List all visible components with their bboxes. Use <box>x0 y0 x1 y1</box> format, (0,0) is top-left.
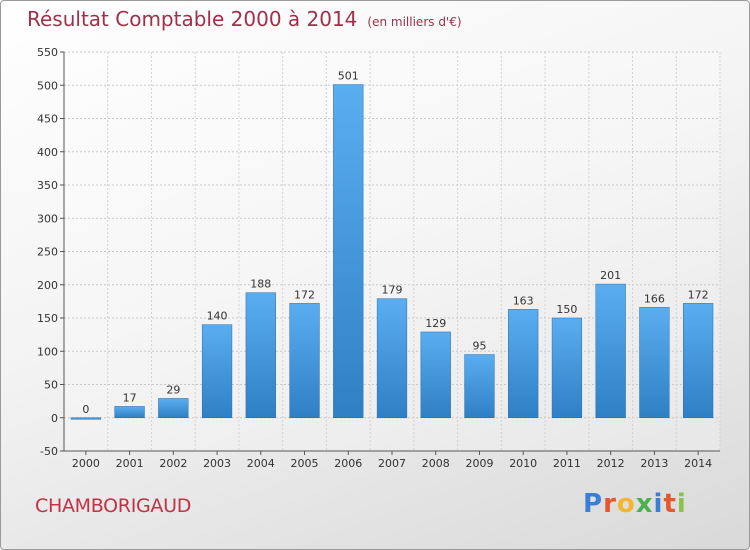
bar-2008 <box>420 331 451 418</box>
x-tick-label-2004: 2004 <box>247 457 275 470</box>
chart-subtitle: (en milliers d'€) <box>367 15 462 29</box>
data-label-2007: 179 <box>382 284 403 297</box>
data-label-2008: 129 <box>425 317 446 330</box>
y-tick-label: 550 <box>37 46 58 59</box>
y-tick-label: 150 <box>37 312 58 325</box>
y-tick-label: 250 <box>37 246 58 259</box>
x-tick-label-2011: 2011 <box>553 457 581 470</box>
proxiti-logo: Proxiti <box>583 489 687 519</box>
data-label-2001: 17 <box>123 391 137 404</box>
y-tick-label: -50 <box>40 445 58 458</box>
bar-2009 <box>464 354 495 419</box>
x-tick-label-2012: 2012 <box>597 457 625 470</box>
x-tick-label-2006: 2006 <box>334 457 362 470</box>
y-tick-label: 400 <box>37 146 58 159</box>
data-label-2005: 172 <box>294 288 315 301</box>
data-label-2003: 140 <box>207 310 228 323</box>
data-label-2000: 0 <box>82 403 89 416</box>
logo-letter: r <box>603 489 617 519</box>
x-tick-label-2001: 2001 <box>116 457 144 470</box>
x-tick-label-2008: 2008 <box>422 457 450 470</box>
bar-2007 <box>376 298 408 418</box>
x-tick-label-2014: 2014 <box>684 457 712 470</box>
bar-2010 <box>508 309 539 419</box>
y-tick-label: 500 <box>37 79 58 92</box>
bar-2000 <box>70 417 101 420</box>
logo-letter: t <box>663 489 677 519</box>
logo-letter: x <box>635 489 654 519</box>
y-tick-label: 300 <box>37 212 58 225</box>
bar-2002 <box>158 398 189 418</box>
data-label-2009: 95 <box>472 340 486 353</box>
bar-2005 <box>289 303 320 418</box>
chart-title: Résultat Comptable 2000 à 2014 (en millie… <box>27 7 462 31</box>
data-label-2006: 501 <box>338 70 359 83</box>
logo-letter: P <box>583 489 604 519</box>
data-label-2004: 188 <box>250 278 271 291</box>
bar-2014 <box>683 303 714 418</box>
x-tick-label-2000: 2000 <box>72 457 100 470</box>
x-tick-label-2007: 2007 <box>378 457 406 470</box>
y-tick-label: 350 <box>37 179 58 192</box>
town-name: CHAMBORIGAUD <box>35 495 192 517</box>
x-tick-label-2002: 2002 <box>159 457 187 470</box>
y-tick-label: 100 <box>37 345 58 358</box>
x-tick-label-2010: 2010 <box>509 457 537 470</box>
x-tick-label-2005: 2005 <box>291 457 319 470</box>
y-tick-label: 200 <box>37 279 58 292</box>
bar-2006 <box>333 84 364 419</box>
x-tick-label-2009: 2009 <box>465 457 493 470</box>
data-label-2014: 172 <box>688 288 709 301</box>
data-label-2011: 150 <box>556 303 577 316</box>
chart-title-text: Résultat Comptable 2000 à 2014 <box>27 7 358 31</box>
data-label-2013: 166 <box>644 292 665 305</box>
y-tick-label: 0 <box>51 412 58 425</box>
bar-2004 <box>245 292 276 419</box>
bar-2012 <box>595 283 626 418</box>
data-label-2002: 29 <box>166 383 180 396</box>
data-label-2010: 163 <box>513 294 534 307</box>
logo-letter: o <box>616 489 636 519</box>
bar-2011 <box>551 317 583 418</box>
logo-letter: i <box>653 489 664 519</box>
bar-2013 <box>639 307 670 418</box>
y-tick-label: 50 <box>44 379 58 392</box>
bar-2001 <box>114 406 145 419</box>
logo-letter: i <box>676 489 687 519</box>
data-label-2012: 201 <box>600 269 621 282</box>
bar-2003 <box>201 324 233 418</box>
x-tick-label-2013: 2013 <box>640 457 668 470</box>
y-tick-label: 450 <box>37 113 58 126</box>
x-tick-label-2003: 2003 <box>203 457 231 470</box>
